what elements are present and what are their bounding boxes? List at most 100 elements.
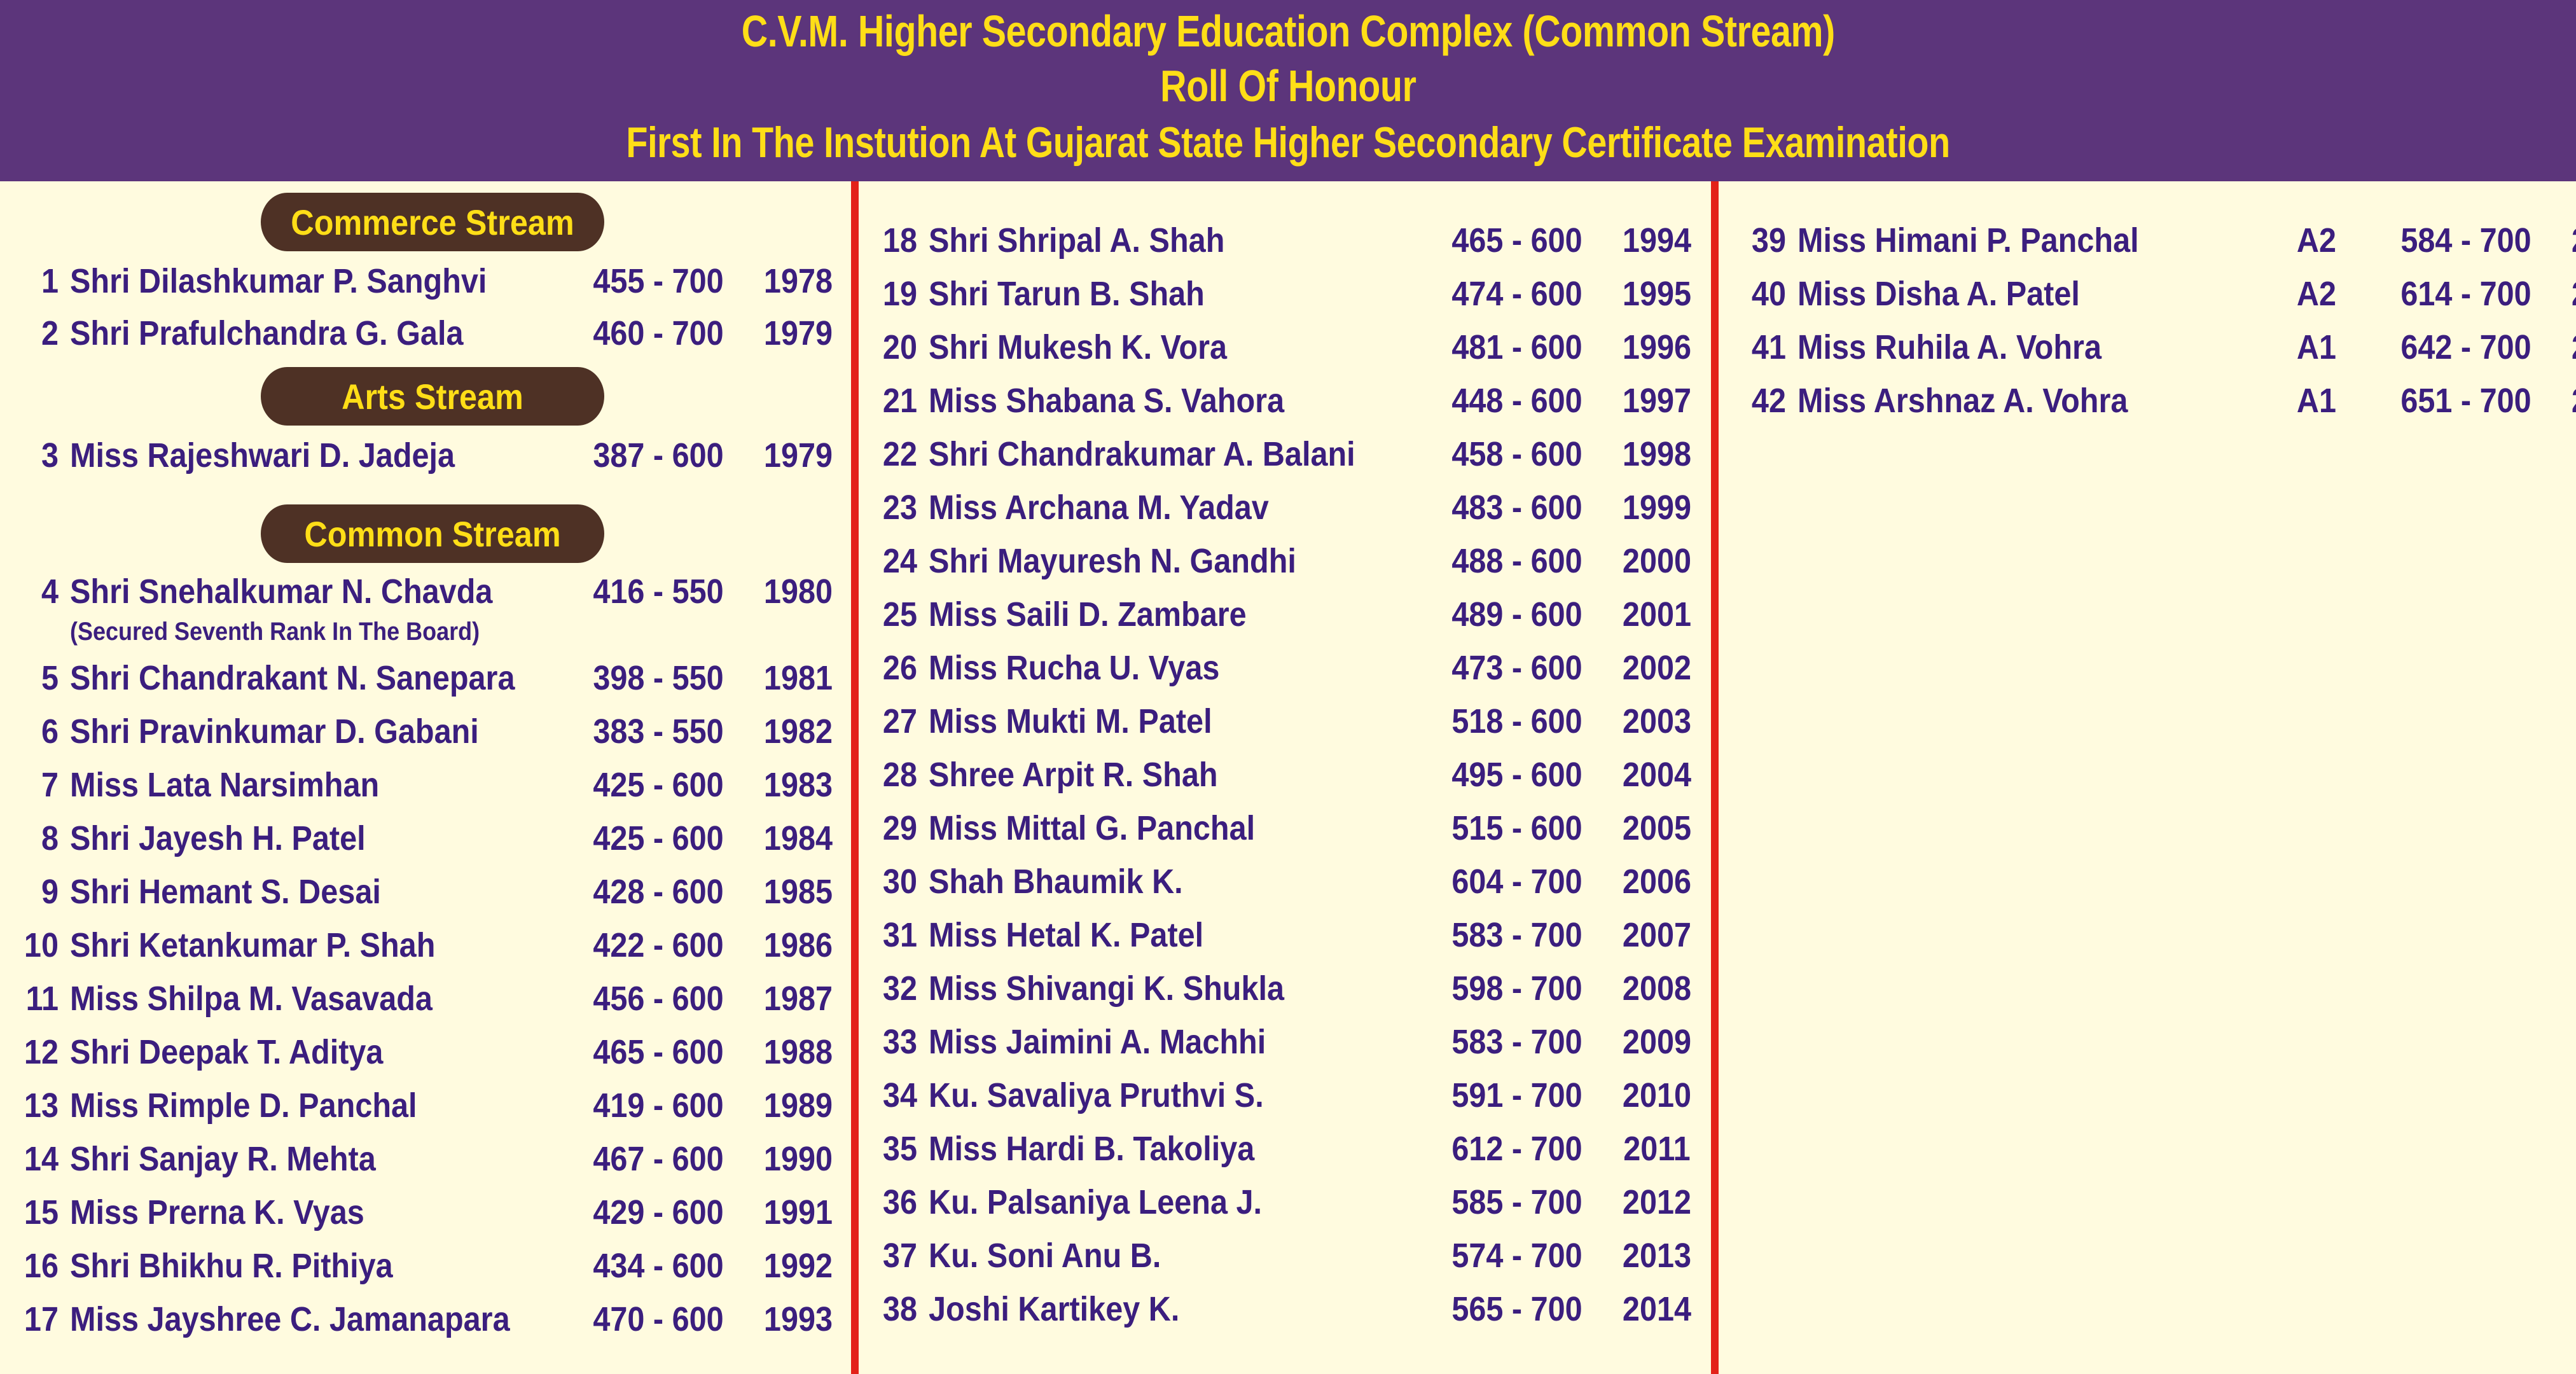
table-row: 32 Miss Shivangi K. Shukla 598 - 700 200… (859, 969, 1711, 1008)
row-score: 467 - 600 (593, 1140, 724, 1178)
row-name: Miss Shilpa M. Vasavada (70, 980, 433, 1018)
row-name: Miss Rimple D. Panchal (70, 1086, 417, 1125)
column-divider-1 (851, 181, 859, 1374)
row-year: 1987 (763, 980, 833, 1018)
row-number: 33 (882, 1023, 917, 1061)
row-number: 37 (882, 1237, 917, 1275)
row-score: 473 - 600 (1451, 649, 1582, 687)
row-year: 2007 (1622, 916, 1692, 954)
row-number: 22 (882, 435, 917, 473)
row-number: 41 (1751, 328, 1786, 366)
row-score: 585 - 700 (1451, 1183, 1582, 1221)
row-year: 2013 (1622, 1237, 1692, 1275)
row-year: 1995 (1622, 275, 1692, 313)
table-row: 31 Miss Hetal K. Patel 583 - 700 2007 (859, 915, 1711, 955)
row-year: 1986 (763, 926, 833, 964)
page-title-line-3: First In The Instution At Gujarat State … (626, 118, 1950, 167)
row-score: 387 - 600 (593, 436, 724, 475)
row-name: Miss Disha A. Patel (1797, 275, 2080, 313)
row-year: 1996 (1622, 328, 1692, 366)
row-score: 419 - 600 (593, 1086, 724, 1125)
table-row: 17 Miss Jayshree C. Jamanapara 470 - 600… (0, 1300, 851, 1339)
row-score: 425 - 600 (593, 766, 724, 804)
table-row: 38 Joshi Kartikey K. 565 - 700 2014 (859, 1289, 1711, 1329)
row-year: 2015 (2552, 221, 2576, 260)
row-number: 34 (882, 1076, 917, 1114)
stream-badge-commerce: Commerce Stream (261, 193, 604, 251)
row-number: 6 (41, 712, 59, 751)
row-name: Miss Saili D. Zambare (929, 595, 1247, 634)
row-number: 36 (882, 1183, 917, 1221)
row-year: 2011 (1623, 1130, 1691, 1168)
row-number: 1 (41, 262, 59, 300)
table-row: 30 Shah Bhaumik K. 604 - 700 2006 (859, 862, 1711, 901)
row-year: 2003 (1622, 702, 1692, 740)
row-number: 32 (882, 969, 917, 1008)
row-name: Shri Chandrakant N. Sanepara (70, 659, 515, 697)
table-row: 16 Shri Bhikhu R. Pithiya 434 - 600 1992 (0, 1246, 851, 1286)
table-row: 27 Miss Mukti M. Patel 518 - 600 2003 (859, 702, 1711, 741)
row-score: 614 - 700 (2400, 275, 2531, 313)
table-row: 18 Shri Shripal A. Shah 465 - 600 1994 (859, 221, 1711, 260)
row-year: 2002 (1622, 649, 1692, 687)
row-number: 40 (1751, 275, 1786, 313)
row-name: Shri Pravinkumar D. Gabani (70, 712, 479, 751)
table-row: 21 Miss Shabana S. Vahora 448 - 600 1997 (859, 381, 1711, 420)
table-row: 14 Shri Sanjay R. Mehta 467 - 600 1990 (0, 1139, 851, 1179)
row-year: 1998 (1622, 435, 1692, 473)
table-row: 26 Miss Rucha U. Vyas 473 - 600 2002 (859, 648, 1711, 688)
row-year: 1990 (763, 1140, 833, 1178)
row-score: 604 - 700 (1451, 863, 1582, 901)
table-row: 15 Miss Prerna K. Vyas 429 - 600 1991 (0, 1193, 851, 1232)
row-name: Shri Shripal A. Shah (929, 221, 1225, 260)
row-year: 1992 (763, 1247, 833, 1285)
row-name: Miss Shivangi K. Shukla (929, 969, 1285, 1008)
row-name: Miss Himani P. Panchal (1797, 221, 2139, 260)
row-number: 35 (882, 1130, 917, 1168)
row-name: Miss Rajeshwari D. Jadeja (70, 436, 455, 475)
row-number: 23 (882, 489, 917, 527)
honour-list-body: Commerce Stream 1 Shri Dilashkumar P. Sa… (0, 181, 2576, 1374)
table-row: 13 Miss Rimple D. Panchal 419 - 600 1989 (0, 1086, 851, 1125)
row-number: 8 (41, 819, 59, 857)
table-row: 23 Miss Archana M. Yadav 483 - 600 1999 (859, 488, 1711, 527)
row-year: 2016 (2552, 274, 2576, 314)
stream-badge-arts: Arts Stream (261, 367, 604, 426)
row-score: 425 - 600 (593, 819, 724, 857)
row-number: 31 (882, 916, 917, 954)
row-name: Miss Ruhila A. Vohra (1797, 328, 2102, 366)
row-name: Shri Hemant S. Desai (70, 873, 381, 911)
row-score: 518 - 600 (1451, 702, 1582, 740)
row-name: Shree Arpit R. Shah (929, 756, 1218, 794)
row-name: Shri Chandrakumar A. Balani (929, 435, 1355, 473)
row-score: 495 - 600 (1451, 756, 1582, 794)
row-year: 2001 (1622, 595, 1692, 634)
row-year: 1983 (763, 766, 833, 804)
table-row: 5 Shri Chandrakant N. Sanepara 398 - 550… (0, 658, 851, 698)
honour-column-3: 39 Miss Himani P. Panchal A2 584 - 700 2… (1719, 181, 2576, 1374)
row-year: 1979 (763, 436, 833, 475)
row-number: 19 (882, 275, 917, 313)
row-score: 481 - 600 (1451, 328, 1582, 366)
row-year: 1989 (763, 1086, 833, 1125)
row-year: 1978 (763, 262, 833, 300)
row-number: 21 (882, 382, 917, 420)
row-score: 429 - 600 (593, 1193, 724, 1232)
row-score: 574 - 700 (1451, 1237, 1582, 1275)
row-score: 584 - 700 (2400, 221, 2531, 260)
row-score: 458 - 600 (1451, 435, 1582, 473)
row-score: 416 - 550 (593, 572, 724, 611)
row-number: 14 (24, 1140, 59, 1178)
table-row: 36 Ku. Palsaniya Leena J. 585 - 700 2012 (859, 1183, 1711, 1222)
row-name: Miss Mittal G. Panchal (929, 809, 1256, 847)
row-name: Miss Jayshree C. Jamanapara (70, 1300, 510, 1338)
row-year: 2008 (1622, 969, 1692, 1008)
table-row: 2 Shri Prafulchandra G. Gala 460 - 700 1… (0, 314, 851, 353)
table-row: 24 Shri Mayuresh N. Gandhi 488 - 600 200… (859, 541, 1711, 581)
table-row: 37 Ku. Soni Anu B. 574 - 700 2013 (859, 1236, 1711, 1275)
row-name: Miss Mukti M. Patel (929, 702, 1212, 740)
row-name: Ku. Soni Anu B. (929, 1237, 1161, 1275)
row-score: 455 - 700 (593, 262, 724, 300)
header-banner: C.V.M. Higher Secondary Education Comple… (0, 0, 2576, 181)
